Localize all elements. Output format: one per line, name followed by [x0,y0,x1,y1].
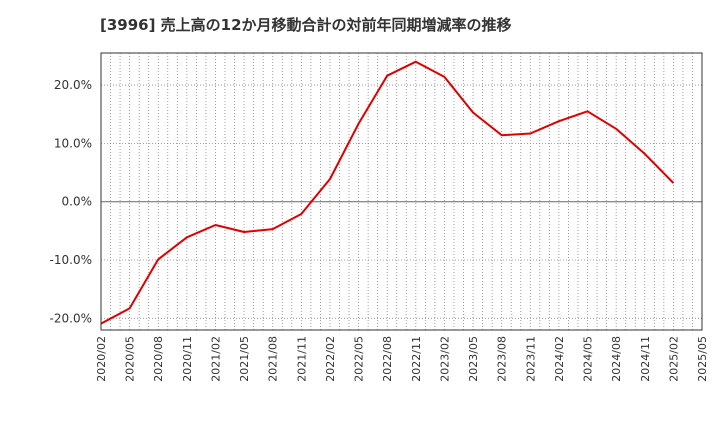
y-axis-ticks: -20.0% -10.0% 0.0% 10.0% 20.0% [50,78,92,325]
x-tick-label: 2021/08 [267,336,280,382]
x-axis-ticks: 2020/02 2020/05 2020/08 2020/11 2021/02 2021/… [95,336,709,382]
x-tick-label: 2022/05 [353,336,366,382]
x-tick-label: 2023/05 [467,336,480,382]
y-tick-label: -20.0% [50,311,92,325]
x-tick-label: 2022/02 [324,336,337,382]
y-tick-label: 10.0% [54,136,92,150]
x-tick-label: 2024/02 [553,336,566,382]
x-tick-label: 2025/02 [667,336,680,382]
x-tick-label: 2024/08 [610,336,623,382]
x-tick-label: 2020/11 [181,336,194,382]
y-tick-label: -10.0% [50,253,92,267]
plot-frame [100,52,703,331]
series-line [100,60,675,325]
x-tick-label: 2022/08 [381,336,394,382]
x-tick-label: 2020/02 [95,336,108,382]
x-tick-label: 2024/05 [582,336,595,382]
x-tick-label: 2021/05 [238,336,251,382]
series-layer [100,60,675,325]
x-tick-label: 2023/02 [438,336,451,382]
x-tick-label: 2022/11 [410,336,423,382]
x-tick-label: 2025/05 [696,336,709,382]
x-tick-label: 2023/11 [524,336,537,382]
x-tick-label: 2023/08 [496,336,509,382]
x-tick-label: 2020/08 [152,336,165,382]
grid-layer [101,53,702,330]
x-tick-label: 2021/11 [295,336,308,382]
x-tick-label: 2020/05 [124,336,137,382]
y-tick-label: 0.0% [62,195,93,209]
y-tick-label: 20.0% [54,78,92,92]
x-tick-label: 2024/11 [639,336,652,382]
chart-title: [3996] 売上高の12か月移動合計の対前年同期増減率の推移 [100,16,512,34]
x-tick-label: 2021/02 [209,336,222,382]
